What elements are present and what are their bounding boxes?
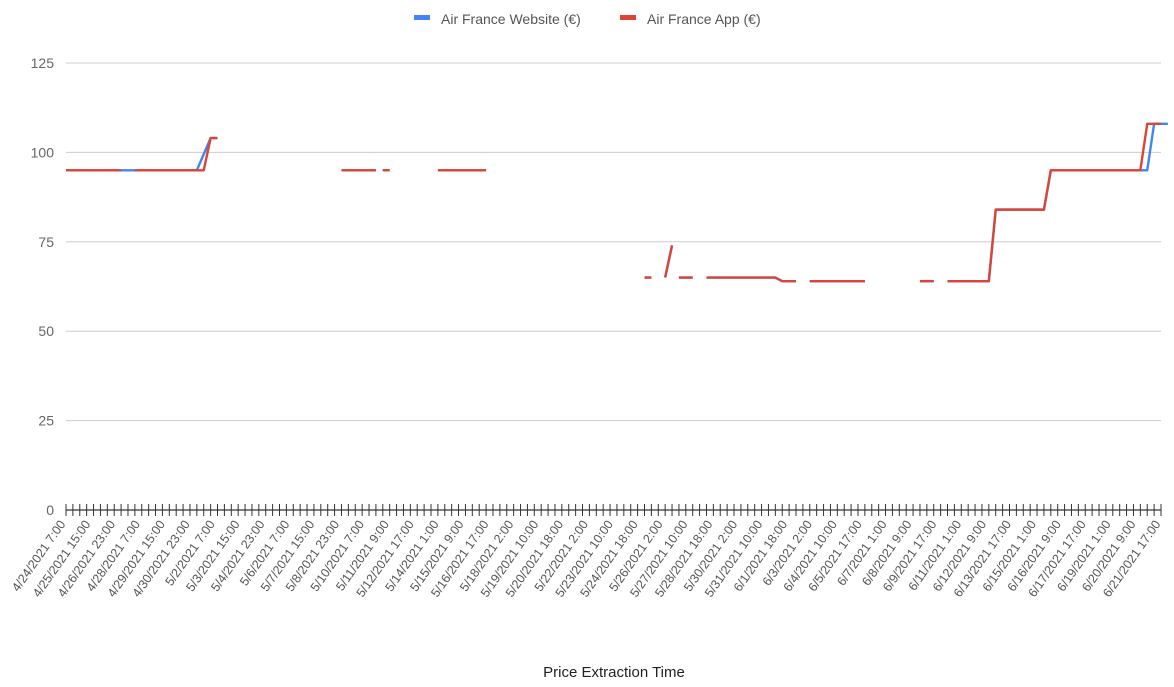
y-tick-label: 0 — [46, 502, 54, 518]
x-axis-ticks: 4/24/2021 7:004/25/2021 15:004/26/2021 2… — [9, 504, 1163, 600]
legend-item[interactable]: Air France App (€) — [620, 11, 761, 27]
y-tick-label: 25 — [38, 413, 54, 429]
y-tick-label: 50 — [38, 323, 54, 339]
series-line-segment — [706, 276, 796, 283]
series-line-segment — [134, 136, 218, 172]
y-tick-label: 75 — [38, 234, 54, 250]
y-axis-ticks: 0 25 50 75 100 125 — [31, 55, 55, 518]
legend-item[interactable]: Air France Website (€) — [414, 11, 581, 27]
y-tick-label: 100 — [31, 144, 55, 160]
series-line-segment — [947, 122, 1161, 283]
legend: Air France Website (€) Air France App (€) — [414, 11, 761, 27]
legend-swatch — [414, 15, 430, 20]
series-lines — [66, 122, 1168, 283]
legend-label: Air France App (€) — [647, 11, 761, 27]
series-line-segment — [947, 122, 1168, 283]
series-line-segment — [66, 136, 218, 172]
series-line-segment — [663, 245, 674, 278]
series-1 — [66, 122, 1168, 283]
legend-label: Air France Website (€) — [441, 11, 581, 27]
series-2 — [66, 122, 1161, 283]
y-tick-label: 125 — [31, 55, 55, 71]
legend-swatch — [620, 15, 636, 20]
gridlines — [66, 62, 1161, 511]
x-axis-title: Price Extraction Time — [543, 664, 685, 681]
